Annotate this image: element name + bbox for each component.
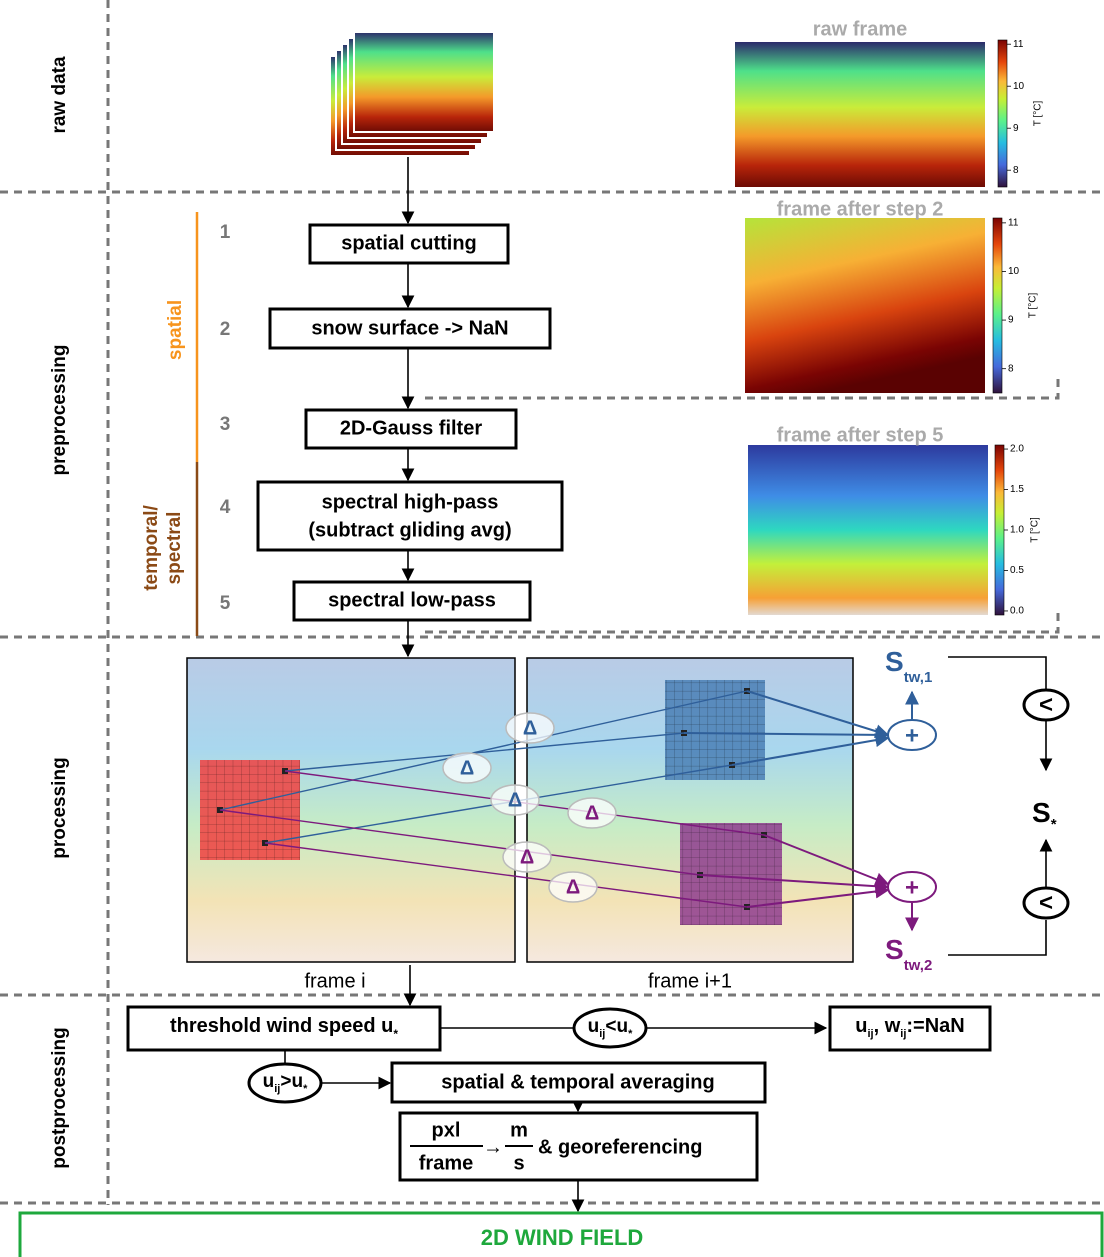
panel-title: frame after step 2 bbox=[777, 198, 944, 220]
conversion-arrow: → bbox=[483, 1136, 503, 1158]
sum-result: Stw,2 bbox=[885, 934, 932, 974]
sum-symbol: + bbox=[905, 722, 919, 749]
colorbar bbox=[995, 445, 1004, 615]
fraction-bottom: s bbox=[513, 1152, 524, 1174]
panels: raw frame frame after step 2 frame after… bbox=[735, 18, 1044, 616]
frame-stack bbox=[330, 32, 494, 156]
averaging-label: spatial & temporal averaging bbox=[441, 1071, 714, 1093]
section-label: raw data bbox=[49, 56, 70, 134]
colorbar bbox=[993, 218, 1002, 393]
output-label: 2D WIND FIELD bbox=[481, 1225, 644, 1250]
step-number: 1 bbox=[220, 222, 231, 243]
step-number: 5 bbox=[220, 593, 231, 614]
colorbar-label: T [°C] bbox=[1028, 293, 1039, 319]
step-number: 2 bbox=[220, 319, 231, 340]
panel-image bbox=[745, 218, 985, 393]
delta-label: Δ bbox=[520, 846, 534, 868]
colorbar-tick-label: 8 bbox=[1008, 363, 1014, 374]
colorbar-tick-label: 0.5 bbox=[1010, 565, 1024, 576]
fraction-bottom: frame bbox=[419, 1152, 473, 1174]
colorbar-label: T [°C] bbox=[1030, 517, 1041, 543]
delta-label: Δ bbox=[523, 717, 537, 739]
colorbar-tick-label: 0.0 bbox=[1010, 606, 1024, 617]
fraction-top: pxl bbox=[432, 1119, 461, 1141]
delta-label: Δ bbox=[508, 789, 522, 811]
colorbar-tick-label: 1.0 bbox=[1010, 525, 1024, 536]
step-label: snow surface -> NaN bbox=[311, 317, 508, 339]
sum-result: Stw,1 bbox=[885, 646, 932, 686]
diagram: raw data preprocessing processing postpr… bbox=[0, 0, 1104, 1257]
step-label: spectral high-pass bbox=[322, 491, 499, 513]
conversion-rest: & georeferencing bbox=[538, 1136, 702, 1158]
group-label: spatial bbox=[165, 300, 186, 360]
result-label: S* bbox=[1032, 797, 1057, 833]
delta-label: Δ bbox=[460, 757, 474, 779]
section-label: processing bbox=[49, 757, 70, 858]
fraction-top: m bbox=[510, 1119, 528, 1141]
colorbar-tick-label: 1.5 bbox=[1010, 484, 1024, 495]
colorbar bbox=[998, 40, 1007, 187]
colorbar-tick-label: 9 bbox=[1013, 123, 1019, 134]
delta-label: Δ bbox=[585, 802, 599, 824]
delta-label: Δ bbox=[566, 876, 580, 898]
colorbar-tick-label: 11 bbox=[1013, 39, 1024, 50]
colorbar-tick-label: 9 bbox=[1008, 315, 1014, 326]
panel-image bbox=[748, 445, 988, 615]
step-label: (subtract gliding avg) bbox=[308, 519, 511, 541]
step-label: spectral low-pass bbox=[328, 589, 496, 611]
colorbar-tick-label: 8 bbox=[1013, 165, 1019, 176]
panel-image bbox=[735, 42, 985, 187]
step-label: spatial cutting bbox=[341, 232, 477, 254]
section-label: postprocessing bbox=[49, 1027, 70, 1168]
frame-label: frame i+1 bbox=[648, 970, 732, 992]
group-label: temporal/ bbox=[141, 505, 162, 591]
step-label: 2D-Gauss filter bbox=[340, 417, 482, 439]
group-label: spectral bbox=[164, 512, 185, 585]
compare-symbol: < bbox=[1039, 889, 1053, 916]
sum-symbol: + bbox=[905, 874, 919, 901]
panel-title: raw frame bbox=[813, 18, 908, 40]
condition-label: uij<u* bbox=[588, 1016, 633, 1040]
colorbar-tick-label: 11 bbox=[1008, 218, 1019, 229]
panel-title: frame after step 5 bbox=[777, 424, 944, 446]
condition-label: uij>u* bbox=[263, 1071, 308, 1095]
colorbar-tick-label: 10 bbox=[1013, 81, 1025, 92]
colorbar-tick-label: 10 bbox=[1008, 266, 1020, 277]
section-label: preprocessing bbox=[49, 345, 70, 476]
step-number: 3 bbox=[220, 414, 231, 435]
compare-symbol: < bbox=[1039, 691, 1053, 718]
step-number: 4 bbox=[220, 497, 231, 518]
colorbar-label: T [°C] bbox=[1033, 101, 1044, 127]
frame-label: frame i bbox=[304, 970, 365, 992]
colorbar-tick-label: 2.0 bbox=[1010, 444, 1024, 455]
